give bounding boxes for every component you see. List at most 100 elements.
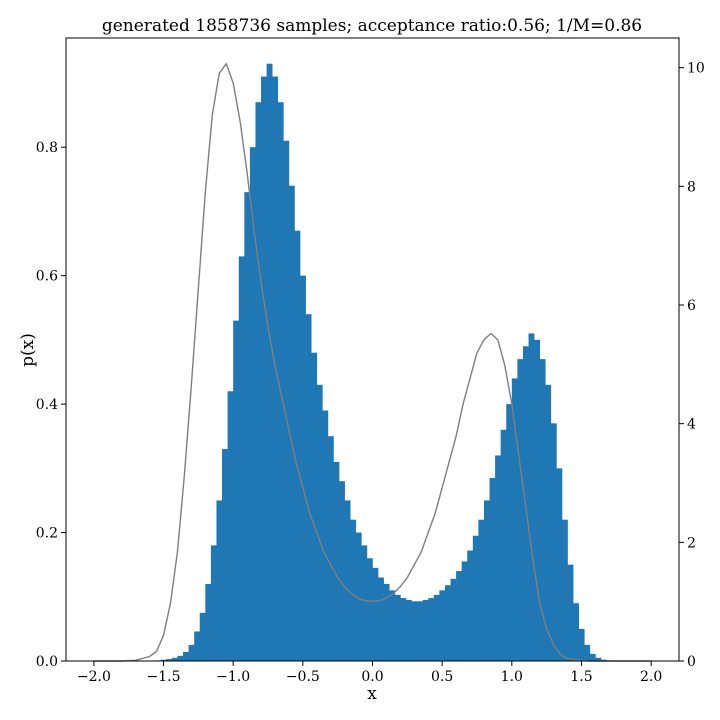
y-tick-label: 0.2 <box>36 526 58 542</box>
histogram-bar <box>478 519 485 661</box>
histogram-bar <box>199 612 206 661</box>
histogram-bar <box>210 545 217 661</box>
histogram-bar <box>500 429 507 661</box>
x-axis: −2.0 −1.5 −1.0 −0.5 0.0 0.5 1.0 1.5 2.0 <box>77 661 662 685</box>
y2-tick-label: 4 <box>687 417 696 433</box>
histogram-bar <box>177 655 184 661</box>
histogram-bar <box>238 256 245 661</box>
histogram-bar <box>433 594 440 661</box>
histogram-bar <box>550 423 557 661</box>
histogram-bar <box>166 659 173 661</box>
histogram-bar <box>216 500 223 661</box>
histogram-bar <box>411 601 418 661</box>
histogram-bar <box>556 468 563 661</box>
histogram-bar <box>461 561 468 661</box>
histogram-bar <box>322 410 329 661</box>
x-tick-label: 2.0 <box>640 669 662 685</box>
histogram-bar <box>160 659 167 661</box>
x-tick-label: −2.0 <box>77 669 111 685</box>
histogram-bar <box>372 567 379 661</box>
histogram-bar <box>450 578 457 661</box>
histogram-bar <box>227 391 234 661</box>
histogram-bar <box>294 230 301 661</box>
y2-tick-label: 0 <box>687 654 696 670</box>
histogram-bar <box>483 500 490 661</box>
histogram-bar <box>261 76 267 662</box>
histogram-bar <box>194 631 201 661</box>
x-tick-label: −1.0 <box>216 669 250 685</box>
histogram-bar <box>311 352 318 661</box>
y-tick-label: 0.0 <box>36 654 58 670</box>
x-tick-label: −0.5 <box>286 669 320 685</box>
histogram-bar <box>344 500 351 661</box>
histogram-bar <box>422 599 429 661</box>
histogram-bar <box>578 628 585 661</box>
y2-tick-label: 2 <box>687 535 696 551</box>
histogram-bar <box>444 585 451 661</box>
histogram-bar <box>183 652 189 661</box>
histogram-bar <box>171 657 178 661</box>
histogram-bar <box>428 598 435 661</box>
histogram-bar <box>511 378 518 661</box>
histogram-bar <box>528 333 535 661</box>
histogram-bar <box>188 644 195 661</box>
histogram-bar <box>467 550 474 661</box>
histogram-bar <box>567 564 574 661</box>
y-tick-label: 0.8 <box>36 140 58 156</box>
histogram-bar <box>456 571 462 661</box>
histogram-bar <box>495 455 501 661</box>
histogram-bar <box>534 339 540 661</box>
histogram-bar <box>316 384 323 661</box>
histogram-bar <box>439 590 446 661</box>
y-axis-title: p(x) <box>18 333 38 367</box>
histogram-bar <box>561 519 568 661</box>
x-tick-label: −1.5 <box>147 669 181 685</box>
x-tick-label: 1.5 <box>570 669 592 685</box>
histogram-bar <box>205 583 212 661</box>
histogram-bar <box>244 192 251 661</box>
histogram-bar <box>417 601 423 661</box>
histogram-bar <box>472 535 479 661</box>
histogram-bar <box>506 404 513 661</box>
histogram-bar <box>573 603 579 661</box>
histogram-bar <box>277 102 284 662</box>
x-tick-label: 1.0 <box>501 669 523 685</box>
histogram-bar <box>249 147 256 661</box>
histogram-bar <box>233 320 240 661</box>
histogram-bar <box>394 594 401 661</box>
density-curve <box>93 62 652 662</box>
histogram-bar <box>355 532 362 661</box>
histogram-bar <box>383 583 390 661</box>
histogram-bar <box>361 545 368 661</box>
histogram-bar <box>327 436 334 661</box>
histogram-bar <box>517 359 524 661</box>
y-tick-label: 0.6 <box>36 269 58 285</box>
histogram-bar <box>339 481 345 661</box>
histogram-bar <box>584 644 591 661</box>
x-tick-label: 0.0 <box>361 669 383 685</box>
histogram-bar <box>589 653 596 661</box>
histogram-bar <box>366 558 373 661</box>
histogram-bar <box>595 657 602 661</box>
histogram-bars <box>155 63 613 662</box>
x-axis-title: x <box>367 684 377 704</box>
histogram-bar <box>288 185 295 661</box>
chart-title: generated 1858736 samples; acceptance ra… <box>102 16 642 36</box>
y-axis-left: 0.0 0.2 0.4 0.6 0.8 <box>36 140 66 670</box>
histogram-bar <box>539 359 546 661</box>
histogram-bar <box>222 449 228 661</box>
histogram-bar <box>283 140 290 661</box>
histogram-bar <box>300 275 306 661</box>
histogram-bar <box>400 598 407 661</box>
y-tick-label: 0.4 <box>36 397 58 413</box>
histogram-bar <box>350 519 357 661</box>
histogram-bar <box>333 461 340 661</box>
y2-tick-label: 6 <box>687 298 696 314</box>
y2-tick-label: 8 <box>687 179 696 195</box>
histogram-bar <box>266 63 273 661</box>
histogram-bar <box>389 590 396 661</box>
y-axis-right: 0 2 4 6 8 10 <box>679 61 705 670</box>
x-tick-label: 0.5 <box>431 669 453 685</box>
histogram-bar <box>545 384 552 661</box>
histogram-bar <box>489 477 496 661</box>
